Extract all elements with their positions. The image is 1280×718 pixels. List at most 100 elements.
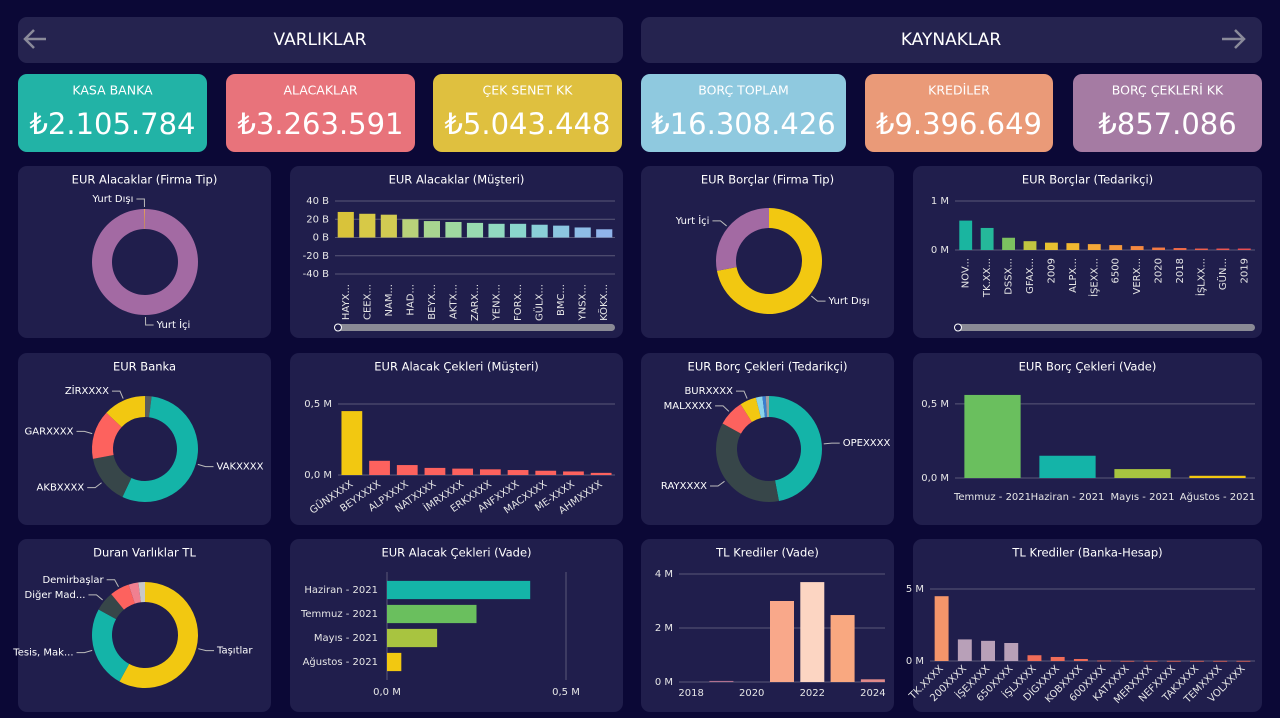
scroll-handle[interactable] [954,323,962,332]
scroll-handle[interactable] [334,323,342,332]
bar [402,219,419,238]
bar [574,227,591,238]
leader-line [87,482,102,489]
slice-label: Taşıtlar [216,646,253,657]
bar [1216,248,1230,250]
bar [1039,455,1096,478]
bar [964,394,1021,478]
donut-slice [716,207,822,314]
chart-title: TL Krediler (Vade) [715,546,819,560]
bar [1173,248,1187,250]
kpi-card [433,74,622,152]
x-tick-label: Mayıs - 2021 [1110,492,1174,503]
donut-slice [128,582,141,604]
donut-slice [740,397,762,422]
bar [860,679,885,682]
donut-slice [138,582,145,603]
x-tick-label: CEEX... [362,284,373,320]
y-tick-label: 5 M [906,584,924,595]
leader-line [111,390,124,399]
kpi-card [18,74,207,152]
scrollbar[interactable] [335,324,615,331]
donut-slice [119,582,198,689]
kpi-card [865,74,1053,152]
x-tick-label: GÜN... [1216,258,1229,290]
x-tick-label: HAD... [405,284,416,316]
donut-slice [92,454,132,497]
slice-label: Yurt İçi [675,214,710,227]
chart-card [290,539,623,712]
chart-title: EUR Alacaklar (Müşteri) [389,173,525,187]
y-tick-label: 0,5 M [921,399,949,410]
leader-line [76,649,93,654]
donut-slice [106,396,145,428]
chart-card [913,166,1262,338]
leader-line [710,480,725,487]
bar [510,223,527,238]
x-tick-label: FORX... [513,284,524,321]
chart-title: EUR Borç Çekleri (Tedarikçi) [688,360,848,374]
back-arrow[interactable] [23,29,46,49]
x-tick-label: Haziran - 2021 [1031,492,1105,503]
y-tick-label: 0,0 M [921,473,949,484]
chart-card [641,539,894,712]
bar [1190,660,1204,662]
y-tick-label: 1 M [931,196,949,207]
donut-slice [91,412,122,459]
donut-slice [716,208,769,271]
kpi-value: ₺5.043.448 [444,107,610,141]
bar [1045,242,1058,250]
x-tick-label: 2022 [800,688,825,699]
bar [1213,660,1228,662]
x-tick-label: DSSX... [1004,258,1015,295]
x-tick-label: VERX... [1132,258,1143,295]
header-bar [641,17,1262,63]
slice-label: Tesis, Mak... [12,648,73,659]
slice-label: Diğer Mad... [25,589,86,601]
bar [341,411,363,475]
bar [800,582,825,682]
header-title: VARLIKLAR [274,30,367,50]
chart-card [18,353,271,525]
bar [1236,660,1251,662]
donut-slice [122,396,198,502]
bar [563,471,584,475]
donut-slice [765,396,769,418]
donut-slice [111,584,135,610]
chart-card [641,166,894,338]
bar [934,596,949,661]
scrollbar[interactable] [955,324,1255,331]
x-tick-label: 2020 [739,688,764,699]
x-tick-label: YNSX... [578,284,589,321]
y-tick-label: 0,0 M [304,470,332,481]
bar [1002,237,1015,250]
x-tick-label: 0,5 M [552,687,580,698]
bar [479,469,501,475]
bar [387,580,531,600]
bar [466,222,484,238]
bar [488,223,505,238]
slice-label: OPEXXXX [843,438,891,449]
donut-slice [716,423,779,502]
x-tick-label: ZARX... [470,284,481,321]
donut-slice [762,396,767,418]
slice-label: VAKXXXX [216,462,263,473]
chart-title: EUR Borçlar (Tedarikçi) [1022,173,1153,187]
slice-label: AKBXXXX [37,483,85,494]
y-tick-label: Temmuz - 2021 [300,609,378,620]
x-tick-label: 2018 [1175,258,1186,283]
chart-card [290,353,623,525]
y-tick-label: 20 B [306,214,329,225]
donut-slice [98,594,124,620]
leader-line [198,648,215,652]
slice-label: Demirbaşlar [42,575,104,586]
bar [337,211,354,238]
x-tick-label: GFAX... [1025,258,1036,294]
kpi-value: ₺3.263.591 [237,107,403,141]
chart-title: EUR Borç Çekleri (Vade) [1019,360,1157,374]
y-tick-label: -40 B [303,269,330,280]
forward-arrow[interactable] [1222,29,1246,49]
x-tick-label: NOV... [961,258,972,288]
chart-title: EUR Alacak Çekleri (Vade) [381,546,531,560]
